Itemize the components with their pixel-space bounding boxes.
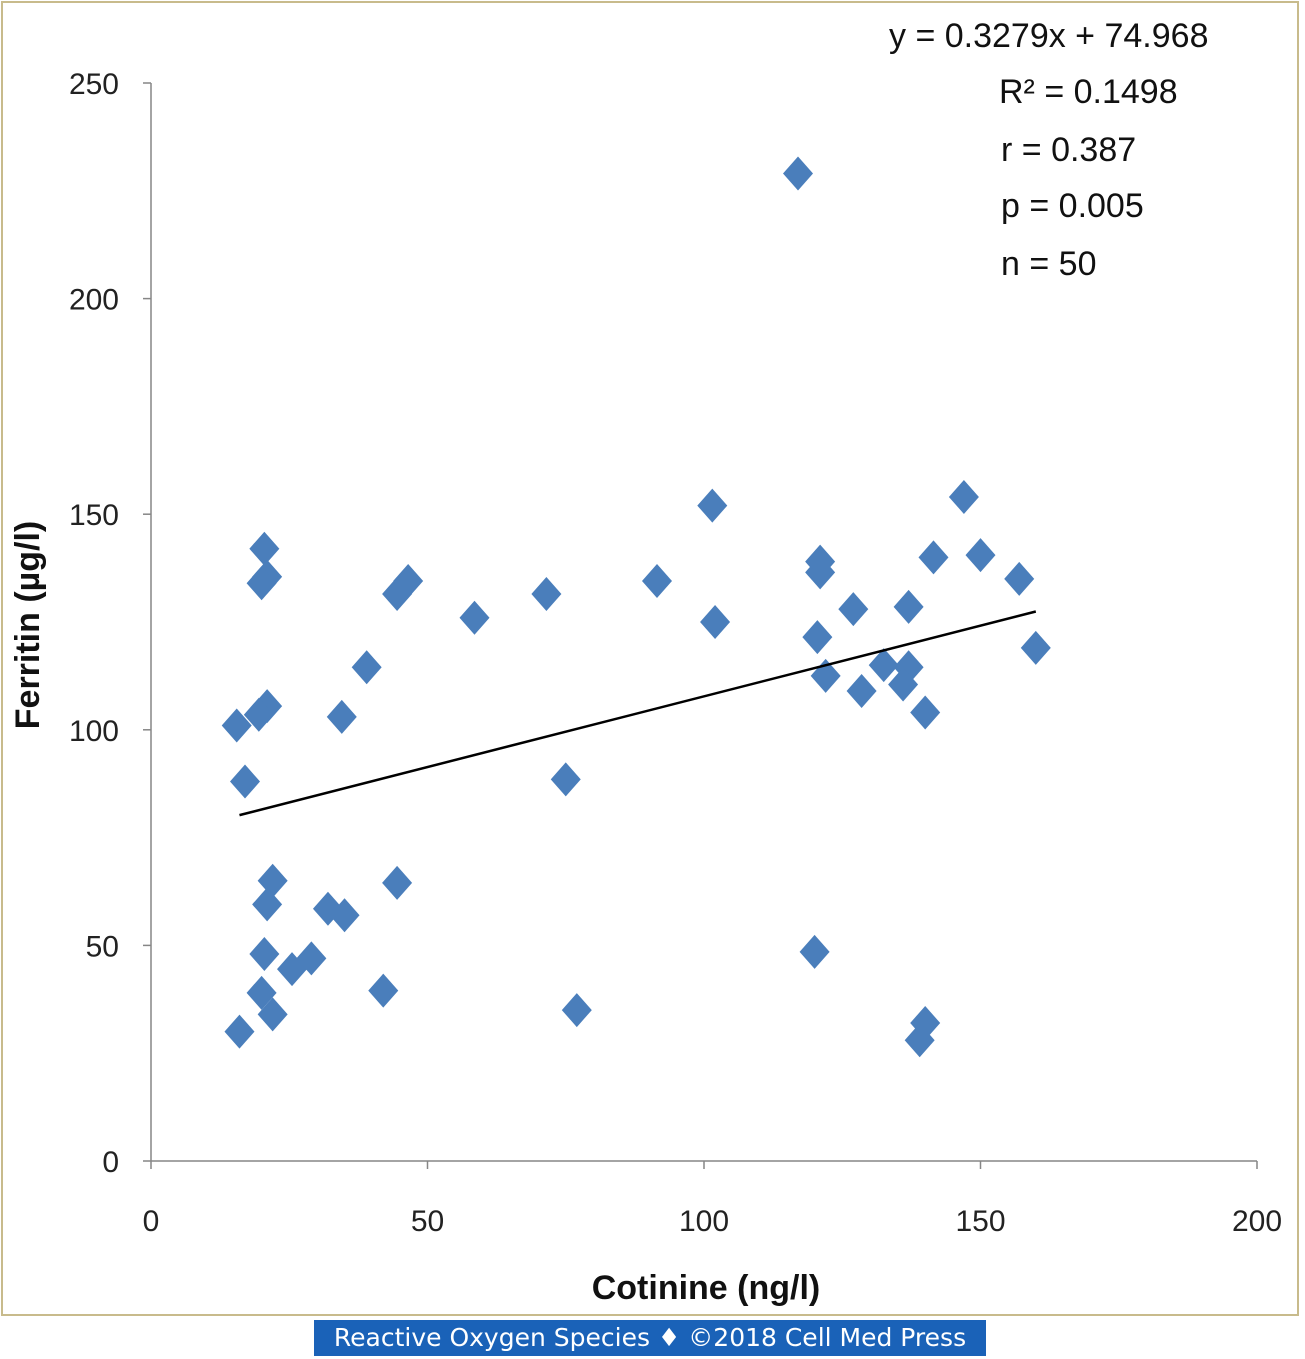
stats-annotations: y = 0.3279x + 74.968 R² = 0.1498 r = 0.387…	[889, 17, 1208, 283]
y-tick-label: 0	[102, 1146, 119, 1179]
data-point	[805, 555, 836, 590]
data-point	[257, 863, 288, 898]
stat-annotation: y = 0.3279x + 74.968	[889, 17, 1208, 55]
data-point	[802, 620, 833, 655]
data-point	[382, 865, 413, 900]
trendline-group	[239, 610, 1037, 817]
data-point	[700, 605, 731, 639]
y-axis-title: Ferritin (µg/l)	[9, 521, 47, 729]
data-point	[868, 648, 899, 683]
footer-banner: Reactive Oxygen Species ♦ ©2018 Cell Med…	[314, 1320, 986, 1356]
data-point	[531, 576, 562, 611]
data-point	[1004, 561, 1035, 596]
data-point	[252, 887, 283, 922]
data-point	[249, 937, 280, 972]
stat-annotation: r = 0.387	[1001, 131, 1136, 169]
data-point	[230, 764, 261, 799]
data-point	[382, 576, 413, 611]
x-tick-label: 200	[1232, 1205, 1282, 1238]
y-tick-label: 250	[69, 68, 119, 101]
data-point	[221, 708, 252, 743]
data-point	[246, 566, 277, 601]
data-point	[948, 479, 979, 514]
data-point	[249, 531, 280, 566]
data-point	[783, 156, 814, 191]
x-axis-title: Cotinine (ng/l)	[592, 1269, 821, 1307]
y-tick-label: 200	[69, 284, 119, 317]
data-point	[351, 650, 382, 685]
data-point	[246, 975, 277, 1010]
data-point	[910, 695, 941, 730]
x-tick-label: 150	[955, 1205, 1005, 1238]
data-point	[326, 699, 357, 734]
y-tick-label: 100	[69, 715, 119, 748]
data-point	[888, 667, 919, 702]
data-point	[1020, 630, 1051, 665]
data-point	[224, 1014, 255, 1049]
data-point	[846, 673, 877, 708]
data-point	[459, 600, 490, 635]
data-point	[641, 564, 672, 599]
data-point	[799, 934, 830, 969]
data-point	[561, 993, 592, 1028]
data-point	[329, 898, 360, 933]
data-point	[243, 697, 274, 732]
x-tick-label: 0	[143, 1205, 160, 1238]
trendline	[239, 610, 1037, 817]
data-point	[838, 592, 869, 627]
x-tick-label: 100	[679, 1205, 729, 1238]
y-ticks: 0 50 100 150 200 250	[69, 68, 151, 1179]
data-point	[550, 762, 581, 797]
scatter-chart: 0 50 100 150 200 0 50 100 150 200 250 y = 0.3279x…	[9, 17, 1282, 1307]
data-point	[904, 1023, 935, 1058]
data-point	[918, 540, 949, 575]
y-tick-label: 50	[86, 930, 119, 963]
stat-annotation: R² = 0.1498	[999, 73, 1178, 111]
data-point	[697, 488, 728, 523]
figure-frame: 0 50 100 150 200 0 50 100 150 200 250 y = 0.3279x…	[1, 1, 1299, 1316]
data-point	[965, 538, 996, 573]
data-points	[221, 156, 1051, 1058]
data-point	[893, 589, 924, 624]
y-tick-label: 150	[69, 499, 119, 532]
stat-annotation: n = 50	[1001, 245, 1096, 283]
data-point	[277, 952, 308, 987]
data-point	[257, 997, 288, 1032]
data-point	[368, 973, 399, 1008]
stat-annotation: p = 0.005	[1001, 187, 1144, 225]
x-tick-label: 50	[411, 1205, 444, 1238]
x-ticks: 0 50 100 150 200	[143, 1161, 1282, 1238]
